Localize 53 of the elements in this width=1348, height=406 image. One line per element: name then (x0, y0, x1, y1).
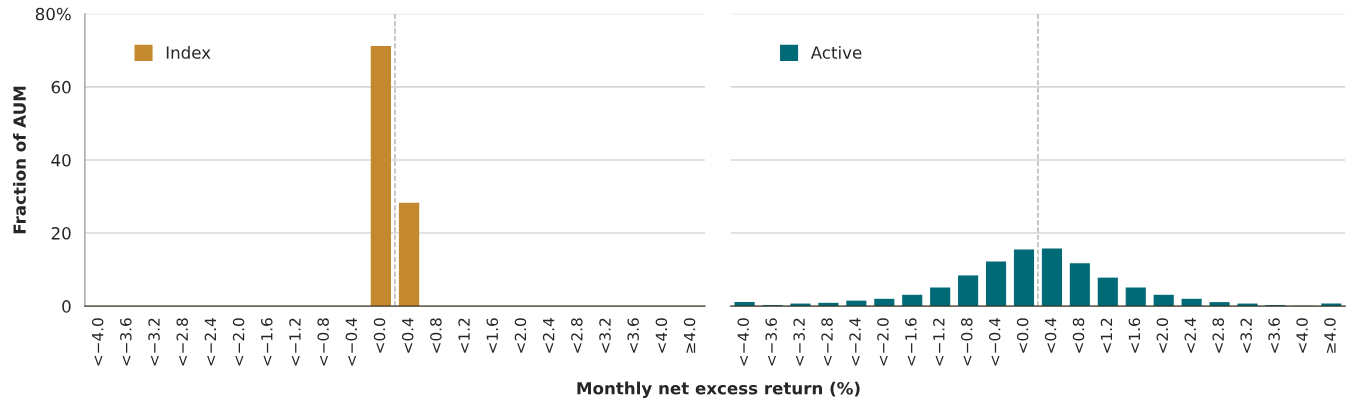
x-tick-label: <2.0 (1156, 318, 1169, 353)
x-tick-label: <−1.6 (905, 318, 917, 366)
x-tick-label: <3.6 (627, 318, 639, 353)
x-tick-label: <1.2 (458, 318, 470, 353)
x-tick-label: <−3.2 (793, 318, 805, 366)
x-tick-label: <−2.8 (821, 318, 833, 366)
x-tick-label: <1.6 (1128, 318, 1141, 353)
x-tick-label: <−2.8 (176, 318, 189, 366)
x-tick-label: <4.0 (1296, 318, 1308, 353)
x-tick-label: <−0.4 (988, 318, 1001, 366)
x-tick-label: ≥4.0 (1324, 318, 1336, 353)
x-tick-label: <0.0 (1016, 318, 1029, 353)
x-tick-label: <−2.0 (877, 318, 889, 366)
x-tick-label: <2.8 (571, 318, 583, 353)
x-axis-title: Monthly net excess return (%) (577, 381, 860, 398)
x-tick-label: <−4.0 (91, 318, 104, 366)
x-tick-label: <−1.6 (261, 318, 273, 366)
x-tick-label: <−1.2 (933, 318, 945, 366)
x-tick-label: <−0.4 (345, 318, 358, 366)
x-tick-label: <4.0 (655, 318, 668, 353)
y-tick-label: 60 (51, 80, 71, 94)
legend-label: Active (810, 45, 862, 59)
x-tick-label: <3.2 (1240, 318, 1252, 353)
x-tick-label: <1.6 (486, 318, 499, 353)
x-tick-label: <0.4 (1044, 318, 1057, 353)
x-tick-label: <0.4 (401, 318, 414, 353)
x-tick-label: <−1.2 (289, 318, 301, 366)
x-tick-label: <2.8 (1212, 318, 1225, 353)
x-tick-label: ≥4.0 (683, 318, 696, 353)
y-tick-label: 20 (51, 227, 71, 240)
legend-label: Index (166, 45, 211, 59)
x-tick-label: <−4.0 (737, 318, 750, 366)
x-tick-label: <2.4 (1184, 318, 1196, 353)
x-tick-label: <0.8 (1072, 318, 1085, 353)
x-tick-label: <2.4 (542, 318, 555, 353)
x-tick-label: <3.6 (1268, 318, 1280, 353)
x-tick-label: <−0.8 (960, 318, 973, 366)
y-tick-label: 0 (62, 300, 71, 313)
x-tick-label: <1.2 (1100, 318, 1113, 353)
x-tick-label: <−3.2 (148, 318, 160, 366)
x-tick-label: <0.8 (430, 318, 442, 353)
x-tick-label: <−2.4 (849, 318, 861, 366)
y-axis-title: Fraction of AUM (13, 86, 26, 234)
y-tick-label: 40 (51, 153, 71, 167)
x-tick-label: <−2.0 (232, 318, 245, 366)
x-tick-label: <0.0 (373, 318, 386, 353)
x-tick-label: <−2.4 (204, 318, 216, 366)
x-tick-label: <3.2 (599, 318, 611, 353)
x-tick-label: <−3.6 (120, 318, 132, 366)
x-tick-label: <2.0 (514, 318, 527, 353)
x-tick-label: <−0.8 (317, 318, 329, 366)
x-tick-label: <−3.6 (765, 318, 777, 366)
y-tick-label: 80% (35, 7, 71, 21)
